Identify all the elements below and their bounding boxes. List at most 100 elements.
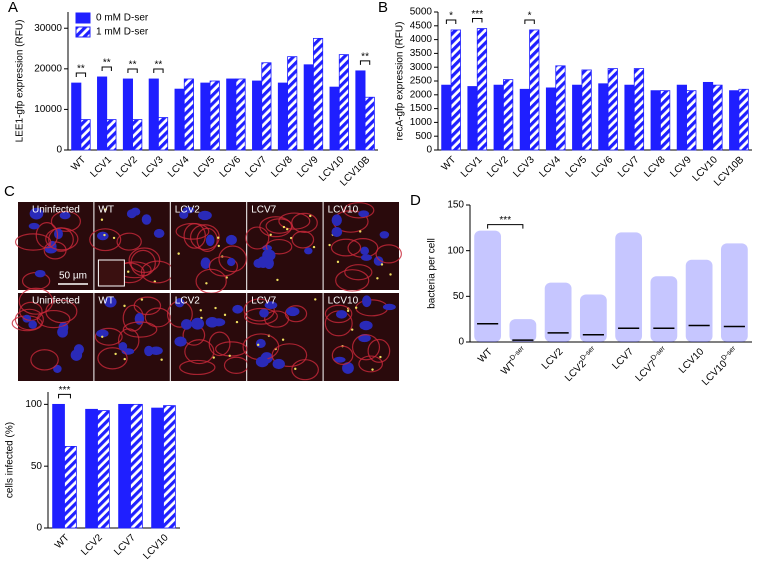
bar [97, 410, 110, 529]
nucleus [255, 338, 266, 348]
x-tick-label: LCV1 [459, 154, 485, 180]
y-axis-label: LEE1-gfp expression (RFU) [15, 20, 26, 143]
cell [196, 227, 218, 252]
bacteria [269, 233, 272, 237]
bar [252, 80, 263, 151]
cell [324, 304, 353, 324]
cell [89, 228, 122, 252]
nucleus [54, 228, 63, 240]
bacteria [351, 328, 354, 331]
cell [265, 238, 293, 255]
y-tick-label: 20000 [34, 63, 62, 74]
significance-bracket [101, 66, 112, 71]
x-tick-label: LCV6 [217, 154, 243, 180]
y-tick-label: 0 [56, 145, 62, 156]
cell [218, 245, 247, 273]
y-tick-label: 2000 [410, 89, 433, 100]
nucleus [373, 256, 384, 266]
x-tick-label: LCV2D-ser [562, 345, 601, 384]
panel-label: LCV2 [175, 296, 200, 307]
bar [572, 84, 583, 151]
bacteria [379, 355, 382, 359]
cell [265, 218, 293, 234]
bar [598, 83, 609, 151]
bacteria [354, 306, 358, 309]
bacteria [376, 277, 379, 280]
bar [676, 84, 687, 151]
nucleus [181, 319, 193, 330]
category: LCV10 [677, 346, 707, 376]
bar [64, 445, 77, 529]
y-tick-label: 3000 [410, 62, 433, 73]
y-tick-label: 30000 [34, 23, 62, 34]
x-tick-label: LCV3 [511, 154, 537, 180]
nucleus [259, 308, 269, 318]
cell [45, 227, 79, 251]
cell [367, 338, 391, 363]
bacteria [294, 367, 297, 371]
bar [118, 403, 131, 529]
point-cloud [650, 276, 678, 342]
nucleus [104, 296, 117, 308]
significance-label: ** [103, 58, 111, 69]
cell [291, 230, 315, 249]
y-tick-label: 0 [458, 337, 464, 348]
nucleus [200, 257, 211, 269]
bar [338, 54, 349, 151]
bacteria [286, 228, 289, 231]
cell [94, 327, 123, 346]
nucleus [57, 326, 68, 338]
nucleus [336, 310, 348, 319]
bar [476, 28, 488, 151]
category: LCV2 [79, 532, 105, 558]
y-tick-label: 0 [426, 145, 432, 156]
nucleus [28, 320, 37, 329]
bar [555, 65, 566, 151]
cell [116, 232, 142, 251]
bacteria [205, 282, 208, 285]
x-tick-label: LCV8 [642, 154, 668, 180]
x-tick-label: LCV7 [610, 346, 636, 372]
bar [441, 84, 452, 151]
bar [226, 78, 237, 151]
bar [633, 68, 645, 151]
category-superscript: D-ser [509, 345, 527, 363]
nucleus [286, 306, 300, 317]
cell [128, 247, 161, 274]
cell [14, 308, 44, 331]
significance-bracket [445, 19, 457, 24]
y-axis-label: cells infected (%) [5, 422, 16, 498]
legend-label: 1 mM D-ser [96, 27, 149, 38]
nucleus [359, 320, 373, 331]
significance-label: *** [59, 385, 71, 396]
nucleus [272, 358, 285, 370]
category: LCV5 [563, 154, 589, 180]
legend-label: 0 mM D-ser [96, 13, 149, 24]
category: LCV4 [166, 154, 192, 180]
x-tick-label: LCV7 [616, 154, 642, 180]
bar [329, 86, 340, 151]
nucleus [198, 210, 212, 221]
x-tick-label: LCV2 [114, 154, 140, 180]
cell [284, 305, 308, 323]
bacteria [199, 309, 202, 312]
bacteria [127, 270, 130, 273]
bar [174, 88, 185, 151]
category: LCV3 [511, 154, 537, 180]
category: LCV7 [610, 346, 636, 372]
bacteria [359, 230, 362, 233]
bar [355, 70, 366, 151]
bacteria [216, 236, 220, 239]
bacteria [123, 357, 126, 361]
bacteria [112, 236, 116, 240]
bar [277, 82, 288, 151]
nucleus [255, 356, 269, 368]
bacteria [282, 225, 286, 229]
nucleus [362, 295, 372, 308]
point-cloud [509, 319, 537, 342]
x-tick-label: WT [69, 154, 88, 173]
bacteria [104, 208, 107, 211]
cell [243, 307, 278, 325]
cell [189, 224, 220, 251]
